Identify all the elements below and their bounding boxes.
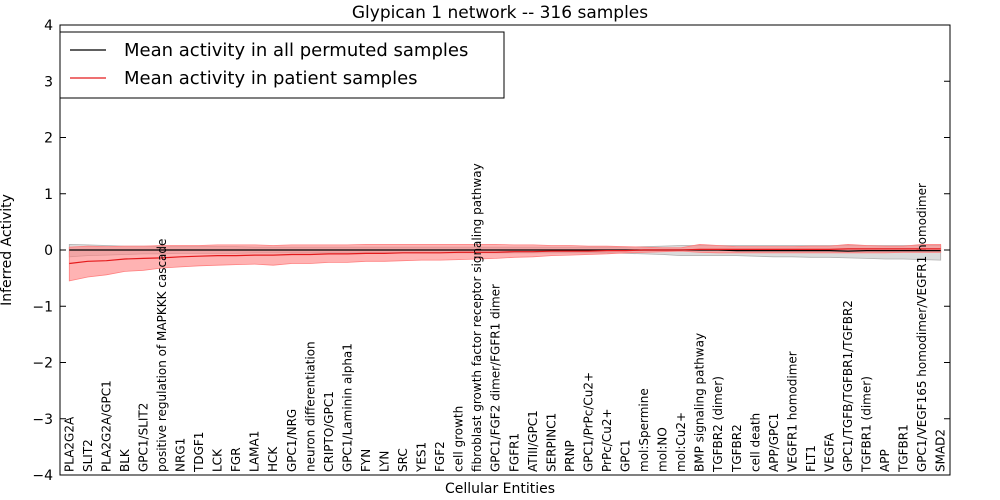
x-axis: PLA2G2A SLIT2 PLA2G2A/GPC1 BLK GPC1/SLIT2 pos… [62, 163, 947, 473]
x-tick-label: FGFR1 [507, 433, 521, 472]
legend-box [59, 31, 505, 99]
x-tick-label: CRIPTO/GPC1 [322, 391, 336, 472]
legend-label-permuted: Mean activity in all permuted samples [124, 40, 468, 61]
x-tick-label: TGFBR2 (dimer) [711, 376, 725, 473]
x-tick-label: positive regulation of MAPKKK cascade [155, 239, 169, 472]
x-tick-label: FGF2 [433, 441, 447, 472]
x-tick-label: SLIT2 [81, 439, 95, 472]
series-line-permuted [69, 249, 941, 252]
legend-label-patient: Mean activity in patient samples [124, 68, 418, 89]
x-tick-label: VEGFA [823, 432, 837, 472]
x-tick-label: GPC1/FGF2 dimer/FGFR1 dimer [489, 284, 503, 472]
chart-title: Glypican 1 network -- 316 samples [352, 3, 648, 23]
x-tick-label: PRNP [563, 440, 577, 472]
plot-area [68, 243, 942, 282]
y-axis-label: Inferred Activity [0, 194, 15, 306]
x-tick-label: fibroblast growth factor receptor signal… [470, 163, 484, 472]
legend: Mean activity in all permuted samples Me… [59, 31, 505, 99]
x-tick-label: GPC1/VEGF165 homodimer/VEGFR1 homodimer [915, 183, 929, 472]
x-tick-label: GPC1/NRG [285, 409, 299, 472]
x-tick-label: GPC1/Laminin alpha1 [340, 343, 354, 472]
y-tick-label: 1 [44, 187, 53, 203]
x-tick-label: SRC [396, 448, 410, 472]
y-tick-label: 0 [44, 243, 53, 259]
x-tick-label: cell death [748, 413, 762, 472]
y-tick-label: 4 [44, 18, 53, 34]
x-axis-label: Cellular Entities [445, 481, 555, 497]
y-tick-label: 3 [44, 74, 53, 90]
x-tick-label: FYN [359, 449, 373, 472]
x-tick-label: cell growth [452, 406, 466, 472]
x-tick-label: LCK [211, 448, 225, 472]
x-tick-label: VEGFR1 homodimer [785, 351, 799, 472]
x-tick-label: BLK [118, 448, 132, 472]
band-patient [68, 243, 942, 282]
x-tick-label: PrPc/Cu2+ [600, 408, 614, 472]
x-tick-label: TDGF1 [192, 432, 206, 473]
y-tick-label: 2 [44, 131, 53, 147]
x-tick-label: PLA2G2A/GPC1 [99, 380, 113, 472]
x-tick-label: TGFBR2 [730, 424, 744, 473]
x-tick-label: ATIII/GPC1 [526, 410, 540, 472]
y-axis: −4 −3 −2 −1 0 1 2 3 4 [32, 18, 950, 484]
x-tick-label: BMP signaling pathway [693, 333, 707, 472]
y-tick-label: −3 [32, 412, 53, 428]
x-tick-label: GPC1/PrPc/Cu2+ [581, 372, 595, 472]
series-line-patient [69, 248, 941, 265]
x-tick-label: APP [878, 449, 892, 472]
y-tick-label: −1 [32, 299, 53, 315]
x-tick-label: APP/GPC1 [767, 413, 781, 472]
x-tick-label: mol:NO [656, 427, 670, 472]
x-tick-label: HCK [266, 446, 280, 472]
x-tick-label: SERPINC1 [544, 413, 558, 472]
x-tick-label: TGFBR1 [897, 424, 911, 473]
x-tick-label: LAMA1 [248, 431, 262, 472]
y-tick-label: −4 [32, 468, 53, 484]
x-tick-label: GPC1/TGFB/TGFBR1/TGFBR2 [841, 300, 855, 472]
x-tick-label: TGFBR1 (dimer) [860, 376, 874, 473]
x-tick-label: FLT1 [804, 445, 818, 472]
x-tick-label: PLA2G2A [62, 416, 76, 472]
x-tick-label: NRG1 [174, 438, 188, 472]
x-tick-label: neuron differentiation [303, 341, 317, 472]
x-tick-label: GPC1/SLIT2 [136, 403, 150, 472]
x-tick-label: SMAD2 [934, 429, 948, 472]
x-tick-label: GPC1 [619, 439, 633, 472]
x-tick-label: mol:Cu2+ [674, 412, 688, 472]
x-tick-label: LYN [378, 451, 392, 472]
x-tick-label: FGR [229, 447, 243, 472]
x-tick-label: mol:Spermine [637, 388, 651, 472]
y-tick-label: −2 [32, 356, 53, 372]
x-tick-label: YES1 [415, 442, 429, 473]
